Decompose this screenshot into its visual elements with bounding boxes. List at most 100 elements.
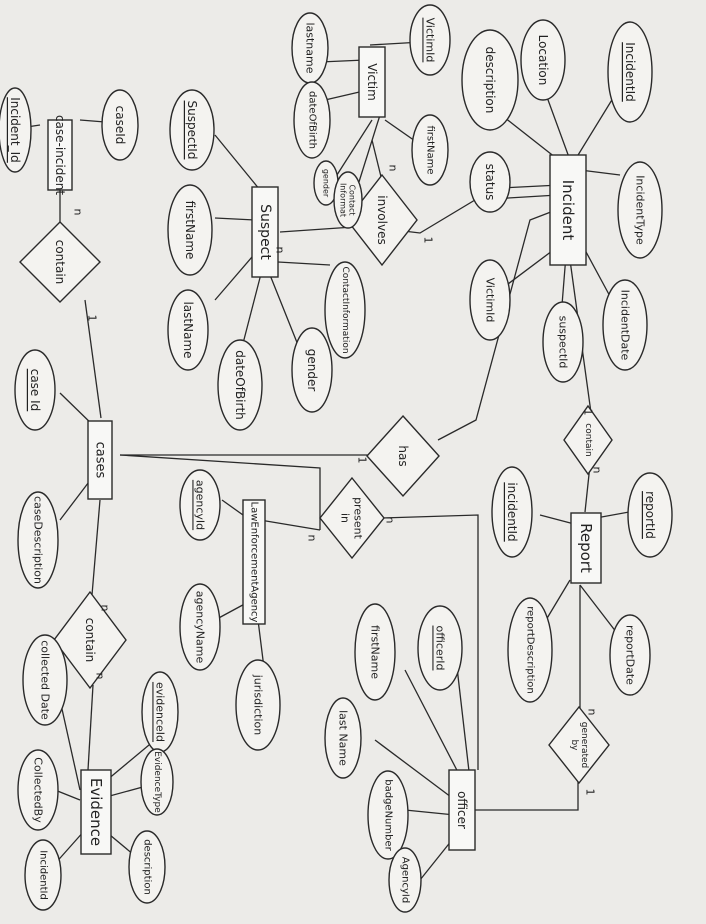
attr-description-label: description [483,47,497,114]
card-contain-caseincident: n [72,209,85,216]
relationship-generated-by-diamond [548,705,610,785]
attr-report-date-ellipse [609,614,651,696]
attr-incident-type-label: IncidentType [634,175,647,245]
attr-location-ellipse [520,19,566,101]
attr-collected-by-label: CollectedBy [32,757,45,823]
attribute-line [574,89,619,161]
entity-victim-label: Victim [365,63,379,101]
line-containev-evidence [87,684,94,771]
attr-agency-id-ellipse [179,469,221,541]
attr-incident-id-label: IncidentId [623,42,637,102]
attr-location-label: Location [536,35,550,86]
attr-officer-badgenumber-ellipse [367,770,409,860]
attribute-line [334,119,373,179]
attr-case-description-ellipse [17,491,59,589]
attribute-line [404,669,463,781]
relationship-has-diamond [366,414,440,498]
attr-incident-date-ellipse [602,279,648,371]
attr-collected-date-label: collected Date [39,640,52,720]
attr-incident-type-ellipse [617,161,663,259]
attr-evidence-description-ellipse [128,830,166,904]
attr-suspect-firstname-ellipse [167,184,213,276]
card-has-cases: 1 [356,457,369,464]
attr-suspect-lastname-label: lastName [181,301,195,358]
relationship-present-in-diamond [319,476,385,560]
attr-victim-contact-label: ContactInformat [339,183,357,217]
attr-report-incident-id-ellipse [491,466,533,558]
entity-case-incident-label: case-incident [53,115,67,195]
relationship-present-in-label: presentin [339,497,365,540]
attr-collected-by-ellipse [17,749,59,831]
attr-victim-id-ellipse [409,4,451,76]
entity-report-label: Report [577,523,595,573]
attr-victim-lastname-label: lastname [304,22,317,73]
attr-victim-contact-ellipse [333,171,363,229]
relationship-generated-by-label: generatedby [569,722,589,769]
entity-officer-box [448,769,476,851]
attr-agency-name-ellipse [179,583,221,671]
relationship-contain-report-diamond [563,404,613,476]
line-cases-presentin-a [119,454,321,530]
attr-status-ellipse [469,151,511,213]
diagram-shapes [0,4,673,913]
attr-report-description-label: reportDescription [525,606,536,694]
attribute-line [319,59,366,63]
attribute-line [214,249,259,301]
entity-incident-label: Incident [559,180,577,241]
attr-evidence-type-ellipse [140,748,174,816]
card-containreport-report: n [591,467,604,474]
attr-officer-id-ellipse [417,605,463,691]
entity-suspect-label: Suspect [257,204,273,260]
attr-victim-gender-label: gender [322,169,331,198]
entity-cases-box [87,420,113,500]
attr-victim-id-label: VictimId [424,18,437,63]
entity-cases-label: cases [93,442,108,479]
relationship-contain-evidence-label: contain [83,618,97,663]
card-containev-evidence: n [94,673,107,680]
attr-caseincident-incidentid-label: Incident_Id [8,97,22,163]
attr-suspect-firstname-label: firstName [183,201,197,260]
card-involves-suspect: n [274,247,287,254]
attribute-line [59,699,81,791]
entity-incident-box [549,154,587,266]
card-involves-incident: 1 [422,237,435,244]
attr-jurisdiction-label: jurisdiction [252,674,265,736]
attr-officer-firstname-label: firstName [369,625,382,679]
attr-report-date-label: reportDate [624,625,637,685]
entity-victim-box [358,46,386,118]
attr-officer-id-label: officerId [434,626,447,671]
attr-suspect-dob-label: dateOfBirth [233,350,247,420]
entity-officer-label: officer [455,791,469,829]
relationship-contain-evidence-diamond [53,590,127,690]
entity-law-enforcement-agency-label: LawEnforcementAgency [249,502,260,623]
attribute-line [79,119,106,123]
attr-officer-lastname-label: last Name [337,710,350,766]
attribute-line [277,261,331,266]
entity-evidence-box [80,769,112,855]
attribute-line [269,274,301,351]
line-cases-containev [91,499,101,596]
attr-suspect-lastname-ellipse [167,289,209,371]
attr-suspect-id-incident-label: suspectId [557,316,570,369]
attr-suspect-gender-ellipse [291,327,333,413]
attr-victim-firstname-label: firstName [425,125,436,174]
card-presentin-officer: n [384,517,397,524]
attr-caseincident-incidentid-ellipse [0,87,32,173]
attr-officer-firstname-ellipse [354,603,396,701]
attr-evidence-type-label: EvidenceType [152,751,162,813]
card-generatedby-officer: 1 [584,789,597,796]
attr-caseincident-caseid-label: caseId [113,106,127,145]
diagram-labels: Incident Victim Suspect case-incident cases R… [8,18,657,904]
attribute-line [214,134,261,191]
attribute-line [584,249,613,301]
attr-agency-id-label: agencyId [194,480,207,530]
attr-victim-id-incident-ellipse [469,259,511,341]
attr-case-id-ellipse [14,349,56,431]
card-containev-cases: n [99,605,112,612]
attr-officer-agency-id-label: AgencyId [400,857,411,903]
attr-victim-id-incident-label: VictimId [484,278,497,323]
attr-report-description-ellipse [507,597,553,703]
attr-suspect-dob-ellipse [217,339,263,431]
relationship-involves-label: involves [375,195,389,244]
